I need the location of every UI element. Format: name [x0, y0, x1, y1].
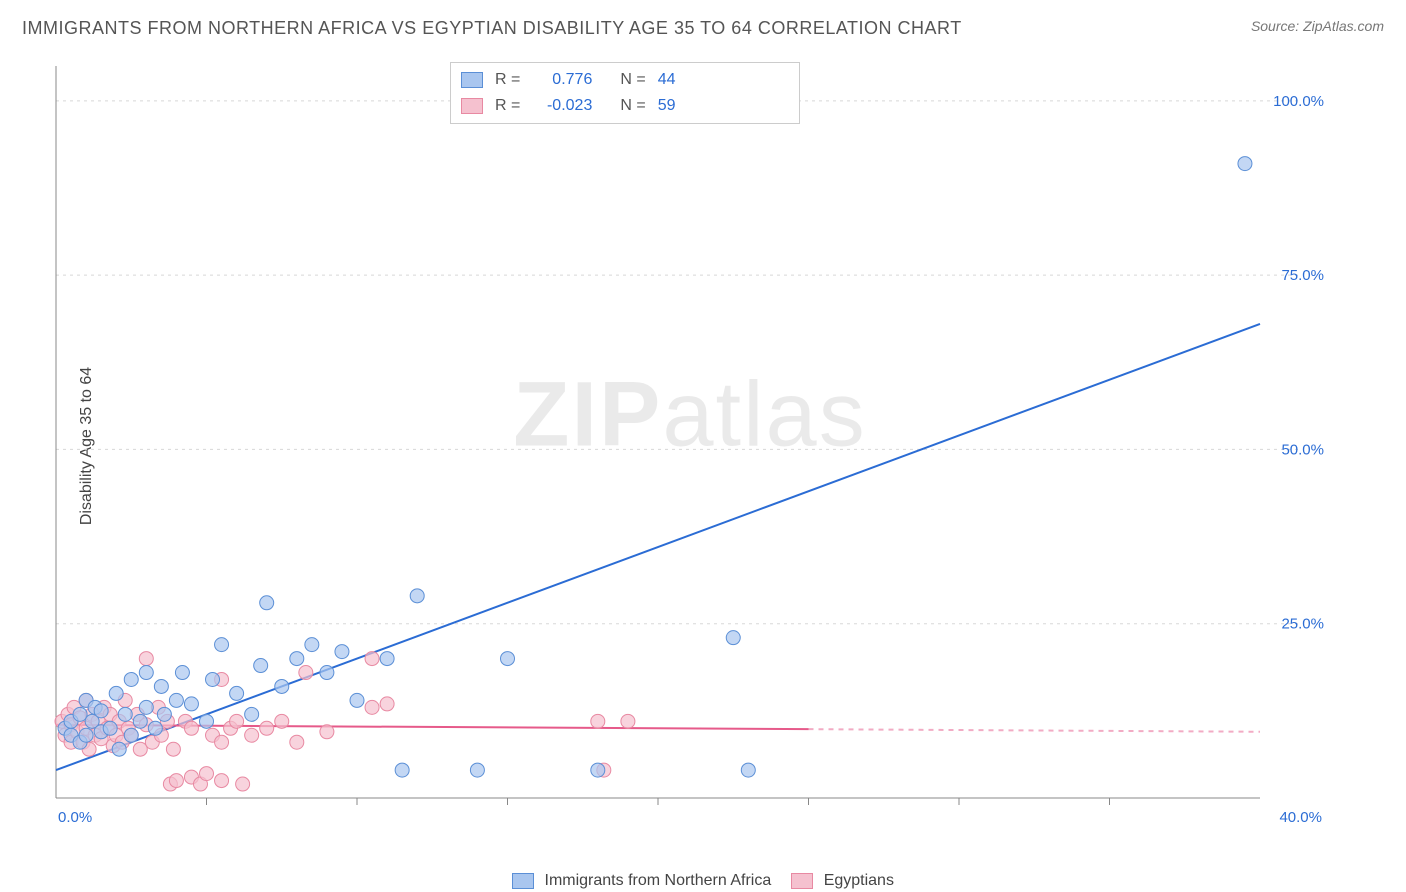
n-label: N =: [620, 71, 645, 89]
plot-area: 25.0%50.0%75.0%100.0%0.0%40.0% ZIPatlas: [50, 60, 1330, 832]
r-value-1: -0.023: [532, 97, 592, 115]
legend-swatch-bottom-0: [512, 873, 534, 889]
svg-text:40.0%: 40.0%: [1279, 809, 1322, 826]
legend-item-0: Immigrants from Northern Africa: [512, 872, 771, 890]
n-value-0: 44: [658, 71, 676, 89]
source-label: Source:: [1251, 18, 1299, 34]
chart-container: IMMIGRANTS FROM NORTHERN AFRICA VS EGYPT…: [0, 0, 1406, 892]
legend-item-1: Egyptians: [791, 872, 894, 890]
series-legend: Immigrants from Northern Africa Egyptian…: [0, 872, 1406, 890]
svg-text:0.0%: 0.0%: [58, 809, 92, 826]
legend-label-0: Immigrants from Northern Africa: [545, 872, 772, 889]
legend-row-series-0: R = 0.776 N = 44: [461, 67, 789, 93]
source-link[interactable]: ZipAtlas.com: [1303, 18, 1384, 34]
scatter-plot-svg: 25.0% 50.0% 75.0% 100.0% 0.0% 40.0%: [50, 60, 1330, 832]
legend-swatch-1: [461, 98, 483, 114]
legend-row-series-1: R = -0.023 N = 59: [461, 93, 789, 119]
legend-label-1: Egyptians: [824, 872, 894, 889]
source-attribution: Source: ZipAtlas.com: [1251, 18, 1384, 34]
legend-swatch-bottom-1: [791, 873, 813, 889]
svg-text:25.0%: 25.0%: [1281, 616, 1324, 633]
r-value-0: 0.776: [532, 71, 592, 89]
n-label: N =: [620, 97, 645, 115]
legend-swatch-0: [461, 72, 483, 88]
r-label: R =: [495, 71, 520, 89]
correlation-legend: R = 0.776 N = 44 R = -0.023 N = 59: [450, 62, 800, 124]
chart-title: IMMIGRANTS FROM NORTHERN AFRICA VS EGYPT…: [22, 18, 962, 39]
svg-text:100.0%: 100.0%: [1273, 93, 1324, 110]
n-value-1: 59: [658, 97, 676, 115]
svg-text:75.0%: 75.0%: [1281, 267, 1324, 284]
svg-text:50.0%: 50.0%: [1281, 441, 1324, 458]
r-label: R =: [495, 97, 520, 115]
